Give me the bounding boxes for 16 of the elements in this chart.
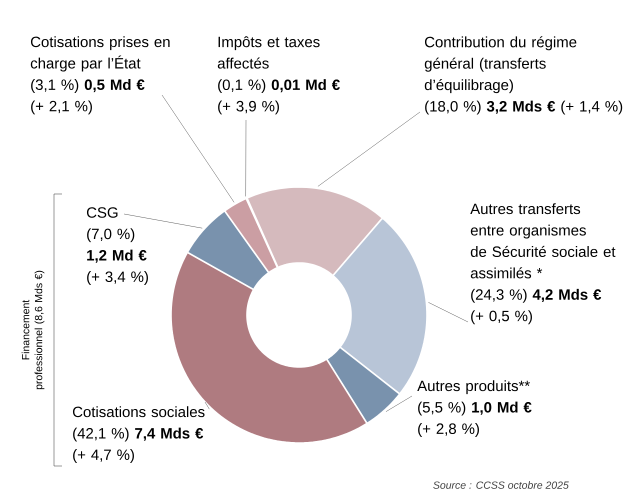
- slice-label: Impôts et taxes affectés: [218, 36, 320, 69]
- slice-label: CSG: [86, 207, 118, 218]
- data-label: (3,1 %) 0,5 Md € (+ 2,1 %): [31, 79, 145, 114]
- data-label: (5,5 %) 1,0 Md € (+ 2,8 %): [418, 402, 532, 437]
- text: Financement professionnel (8,6 Mds €): [22, 270, 44, 390]
- data-label: (0,1 %) 0,01 Md € (+ 3,9 %): [218, 79, 340, 114]
- slice-label: Cotisations sociales: [72, 406, 205, 418]
- slice-label: Cotisations prises en charge par l’État: [30, 36, 170, 72]
- data-label: (7,0 %) 1,2 Md € (+ 3,4 %): [87, 228, 148, 285]
- data-label: (42,1 %) 7,4 Mds € (+ 4,7 %): [73, 428, 204, 463]
- source-note: Source : CCSS octobre 2025: [433, 481, 569, 489]
- data-label: (18,0 %) 3,2 Mds € (+ 1,4 %): [425, 100, 622, 115]
- slice-label: Autres transferts entre organismes de Sécurité sociale et assimilés *: [470, 203, 616, 278]
- slice-label: Autres produits**: [417, 380, 530, 394]
- data-label: (24,3 %) 4,2 Mds € (+ 0,5 %): [471, 288, 602, 324]
- slice-label: Contribution du régime général (transferts d’équilibrage): [424, 36, 576, 94]
